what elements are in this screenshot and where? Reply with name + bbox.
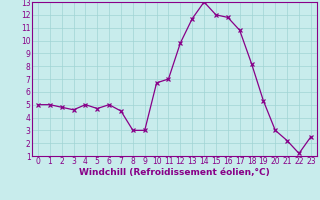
X-axis label: Windchill (Refroidissement éolien,°C): Windchill (Refroidissement éolien,°C)	[79, 168, 270, 177]
